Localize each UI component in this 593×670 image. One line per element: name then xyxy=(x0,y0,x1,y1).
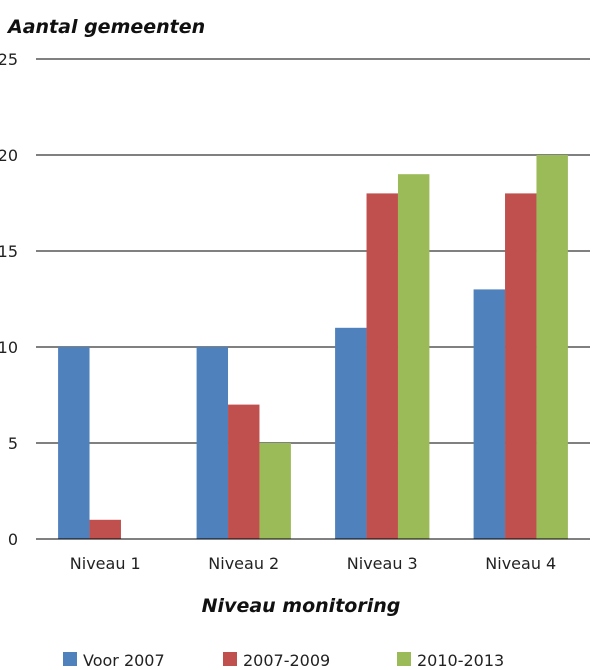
x-axis-ticks: Niveau 1 Niveau 2 Niveau 3 Niveau 4 xyxy=(70,554,556,573)
bar xyxy=(505,193,537,539)
y-axis-title: Aantal gemeenten xyxy=(6,16,205,38)
bar xyxy=(366,193,398,539)
bar xyxy=(536,155,568,539)
y-tick-label: 20 xyxy=(0,146,18,165)
bar xyxy=(335,327,367,539)
y-tick-label: 25 xyxy=(0,50,18,69)
legend-label: 2010-2013 xyxy=(417,651,504,670)
bar xyxy=(58,347,90,539)
bar xyxy=(228,404,260,539)
bar xyxy=(196,347,229,539)
bar xyxy=(89,519,121,539)
x-tick-label: Niveau 4 xyxy=(485,554,556,573)
y-tick-label: 5 xyxy=(8,434,18,453)
bars xyxy=(58,155,568,539)
legend-label: 2007-2009 xyxy=(243,651,330,670)
legend-swatch xyxy=(223,652,237,666)
legend-swatch xyxy=(63,652,77,666)
x-tick-label: Niveau 1 xyxy=(70,554,141,573)
legend-swatch xyxy=(397,652,411,666)
legend-label: Voor 2007 xyxy=(83,651,165,670)
bar xyxy=(473,289,506,539)
legend: Voor 2007 2007-2009 2010-2013 xyxy=(63,651,504,670)
x-axis-title: Niveau monitoring xyxy=(202,595,401,617)
y-axis-ticks: 0 5 10 15 20 25 xyxy=(0,50,18,549)
bar xyxy=(397,174,430,539)
y-tick-label: 10 xyxy=(0,338,18,357)
bar xyxy=(259,443,291,539)
y-tick-label: 0 xyxy=(8,530,18,549)
y-tick-label: 15 xyxy=(0,242,18,261)
x-tick-label: Niveau 2 xyxy=(208,554,279,573)
x-tick-label: Niveau 3 xyxy=(347,554,418,573)
